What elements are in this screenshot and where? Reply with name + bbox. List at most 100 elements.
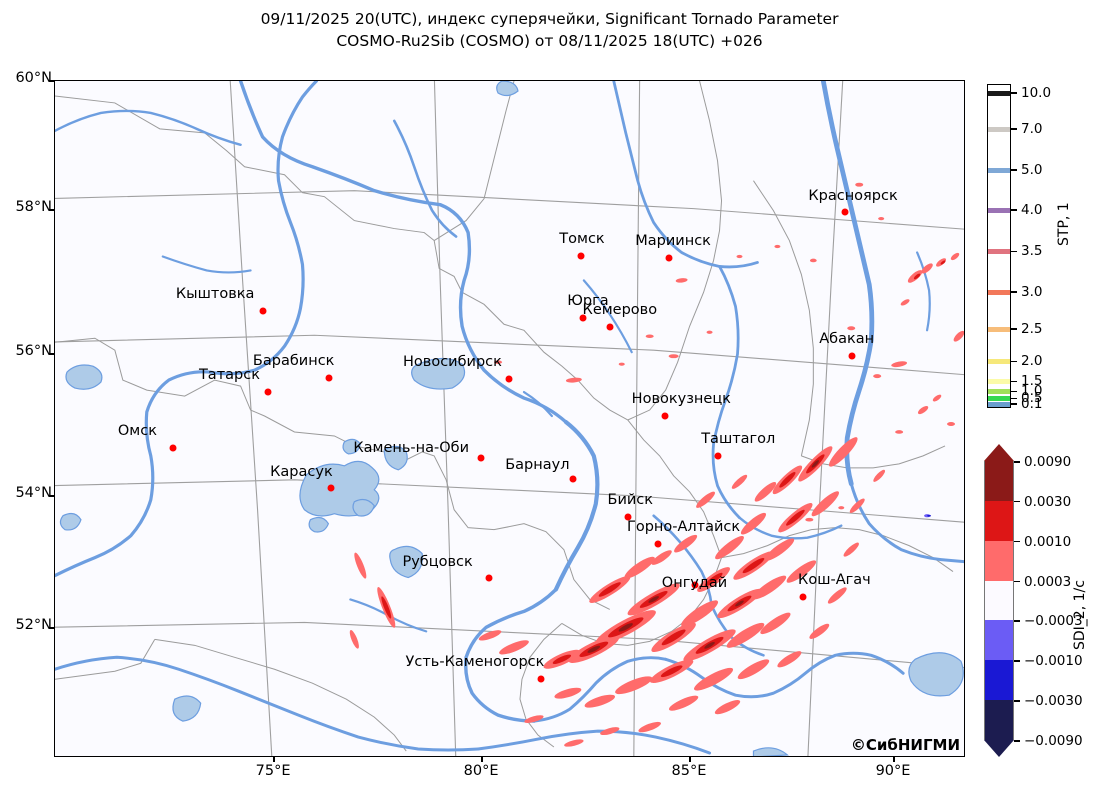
colorbar-stp-tick-mark: [1011, 128, 1017, 131]
colorbar-sdi2-tick-mark: [1014, 740, 1020, 742]
x-tick-mark: [893, 757, 895, 762]
colorbar-sdi2-tick-mark: [1014, 500, 1020, 503]
title-line-2: COSMO-Ru2Sib (COSMO) от 08/11/2025 18(UT…: [336, 32, 763, 50]
city-label: Новокузнецк: [631, 390, 731, 407]
attribution-credit: ©СибНИГМИ: [850, 736, 960, 754]
map-canvas: [55, 81, 964, 756]
y-tick-mark: [49, 208, 54, 211]
city-label: Омск: [117, 423, 157, 439]
city-marker[interactable]: [714, 452, 722, 460]
colorbar-sdi2-band: [984, 660, 1014, 701]
colorbar-sdi2-bands: [984, 461, 1014, 741]
city-marker[interactable]: [325, 374, 333, 382]
colorbar-stp-band: [988, 359, 1010, 365]
city-marker[interactable]: [569, 475, 577, 483]
city-label: Бийск: [607, 492, 654, 509]
colorbar-stp-tick-mark: [1011, 291, 1017, 293]
colorbar-sdi2-tick-label: 0.0090: [1024, 454, 1072, 470]
city-marker[interactable]: [799, 593, 807, 601]
colorbar-stp-tick-label: 1.0: [1021, 383, 1043, 400]
city-label: Кемерово: [582, 302, 658, 319]
city-marker[interactable]: [691, 581, 699, 589]
y-tick-label: 60°N: [15, 70, 52, 86]
colorbar-sdi2-ticks: 0.0090 0.0030 0.0010 0.0003 −0.0003 −0.0010 −0…: [1014, 444, 1099, 757]
city-marker[interactable]: [579, 314, 587, 322]
x-tick-mark: [481, 757, 483, 762]
colorbar-sdi2-band: [984, 461, 1014, 502]
colorbar-stp-tick-label: 4.0: [1021, 201, 1043, 218]
colorbar-stp[interactable]: [987, 84, 1011, 408]
city-label: Горно-Алтайск: [626, 519, 741, 536]
colorbar-sdi2-tick-label: −0.0010: [1024, 653, 1083, 670]
lakes: [59, 81, 964, 756]
city-label: Мариинск: [635, 233, 711, 250]
colorbar-stp-band: [988, 396, 1010, 402]
city-marker[interactable]: [477, 454, 485, 462]
map-plot-area[interactable]: Кыштовка Томск Мариинск Красноярск Юрга Кемер…: [54, 80, 965, 757]
x-tick-label: 85°E: [671, 763, 707, 779]
colorbar-stp-band: [988, 167, 1010, 173]
colorbar-sdi2-tick-label: 0.0003: [1024, 573, 1072, 590]
colorbar-sdi2-band: [984, 700, 1014, 741]
colorbar-sdi2-tick-mark: [1014, 580, 1020, 583]
city-marker[interactable]: [654, 540, 662, 548]
colorbar-sdi2-tick-label: −0.0090: [1024, 733, 1083, 749]
colorbar-stp-band: [988, 90, 1010, 96]
x-tick-label: 90°E: [875, 763, 911, 779]
city-label: Барнаул: [505, 456, 570, 473]
admin-borders: [55, 81, 954, 752]
y-tick-label: 58°N: [15, 198, 52, 215]
colorbar-stp-band: [988, 389, 1010, 395]
city-label: Таштагол: [701, 430, 776, 447]
city-marker[interactable]: [327, 484, 335, 492]
city-marker[interactable]: [848, 352, 856, 360]
city-marker[interactable]: [606, 323, 614, 331]
colorbar-stp-tick-mark: [1011, 250, 1017, 253]
city-marker[interactable]: [624, 513, 632, 521]
colorbar-sdi2-band: [984, 500, 1014, 542]
city-marker[interactable]: [485, 574, 493, 582]
city-marker[interactable]: [169, 444, 177, 452]
colorbar-stp-tick-mark: [1011, 92, 1017, 94]
colorbar-stp-tick-label: 3.5: [1021, 243, 1043, 260]
colorbar-stp-tick-label: 2.5: [1021, 320, 1043, 337]
colorbar-stp-tick-mark: [1011, 328, 1017, 331]
page-title: 09/11/2025 20(UTC), индекс суперячейки, …: [0, 8, 1099, 52]
city-label: Татарск: [198, 366, 260, 383]
city-marker[interactable]: [661, 412, 669, 420]
city-label: Барабинск: [252, 352, 335, 369]
colorbar-sdi2-band: [984, 580, 1014, 621]
colorbar-stp-tick-mark: [1011, 397, 1017, 400]
city-label: Кыштовка: [175, 286, 255, 303]
colorbar-stp-tick-label: 0.5: [1021, 390, 1043, 407]
sdi2-field-scattered: [494, 182, 964, 522]
y-tick-label: 52°N: [15, 617, 52, 634]
city-label: Томск: [559, 231, 605, 248]
colorbar-stp-band: [988, 289, 1010, 295]
colorbar-stp-tick-mark: [1011, 403, 1017, 405]
colorbar-sdi2-tick-mark: [1014, 540, 1020, 543]
colorbar-sdi2-arrow-up: [984, 444, 1014, 461]
graticule: [55, 81, 964, 756]
city-marker[interactable]: [259, 307, 267, 315]
city-marker[interactable]: [665, 254, 673, 262]
y-tick-label: 56°N: [15, 342, 52, 359]
city-marker[interactable]: [505, 375, 513, 383]
y-tick-mark: [49, 495, 54, 497]
y-tick-mark: [49, 627, 54, 629]
y-tick-mark: [49, 352, 54, 355]
colorbar-stp-tick-label: 5.0: [1021, 161, 1043, 178]
city-marker[interactable]: [841, 208, 849, 216]
city-label: Красноярск: [808, 187, 898, 204]
city-marker[interactable]: [577, 252, 585, 260]
title-line-1: 09/11/2025 20(UTC), индекс суперячейки, …: [260, 10, 839, 28]
colorbar-sdi2[interactable]: [984, 444, 1014, 757]
colorbar-sdi2-band: [984, 540, 1014, 582]
city-marker[interactable]: [537, 675, 545, 683]
colorbar-sdi2-tick-mark: [1014, 620, 1020, 623]
colorbar-sdi2-tick-label: −0.0030: [1024, 693, 1083, 710]
city-marker[interactable]: [264, 388, 272, 396]
colorbar-stp-tick-label: 7.0: [1021, 120, 1043, 137]
colorbar-sdi2-tick-label: −0.0003: [1024, 613, 1083, 630]
colorbar-stp-tick-mark: [1011, 360, 1017, 363]
